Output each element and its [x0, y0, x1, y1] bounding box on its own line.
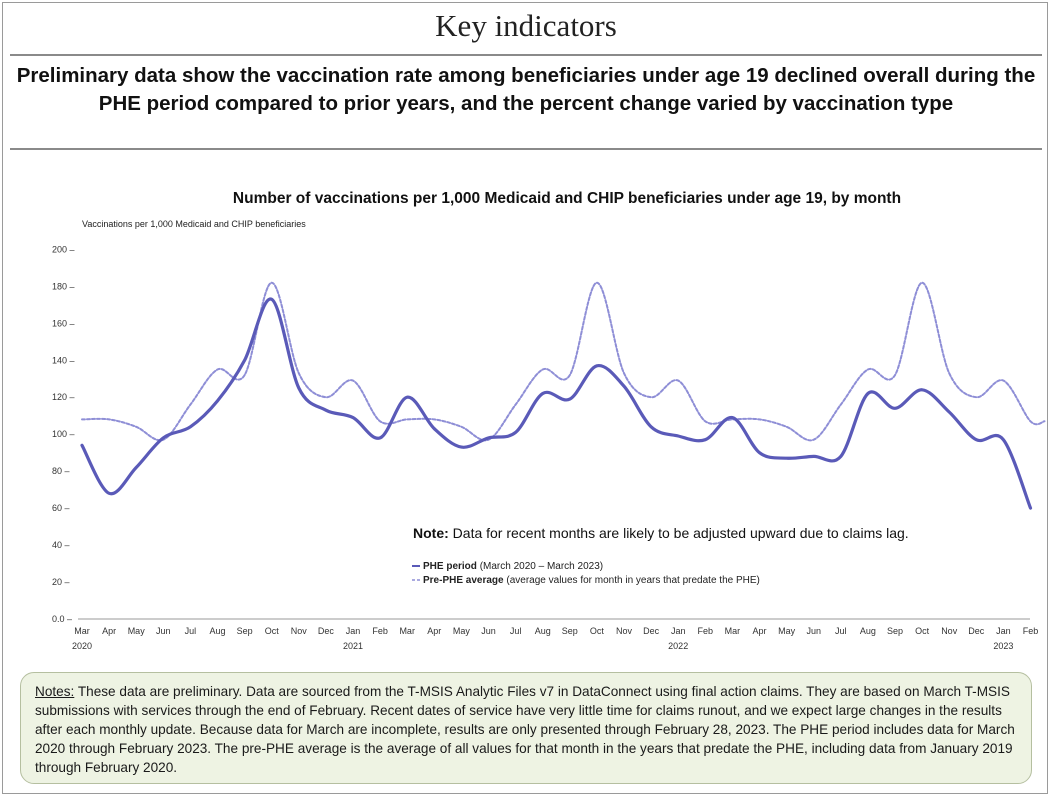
x-tick-label: Jul [185, 626, 197, 636]
series-layer [80, 281, 1046, 510]
x-tick-label: May [453, 626, 471, 636]
x-tick-label: May [128, 626, 146, 636]
x-tick-label: Dec [968, 626, 985, 636]
x-tick-label: Jan [671, 626, 686, 636]
notes-box: Notes: These data are preliminary. Data … [20, 672, 1032, 784]
x-tick-label: Aug [209, 626, 225, 636]
x-tick-label: Jan [346, 626, 361, 636]
y-tick-label: 0.0 – [52, 614, 72, 624]
x-tick-label: Jan [996, 626, 1011, 636]
y-axis: 0.0 – 20 – 40 – 60 – 80 – 100 – 120 – 140 – 160 … [52, 244, 75, 624]
y-tick-label: 80 – [52, 466, 70, 476]
headline: Preliminary data show the vaccination ra… [16, 64, 1036, 115]
annotation-bold: Note: [413, 525, 449, 541]
y-tick-label: 140 – [52, 355, 75, 365]
x-tick-label: Sep [562, 626, 578, 636]
y-tick-label: 160 – [52, 318, 75, 328]
x-year-label: 2023 [993, 641, 1013, 651]
y-tick-label: 20 – [52, 577, 70, 587]
chart-annotation: Note: Data for recent months are likely … [413, 525, 909, 541]
x-tick-label: Nov [616, 626, 633, 636]
x-tick-label: Aug [860, 626, 876, 636]
notes-label: Notes: [35, 684, 75, 699]
series-line-phe-period [80, 297, 1033, 510]
headline-divider [10, 148, 1042, 150]
x-tick-label: Jun [806, 626, 821, 636]
legend-entry: Pre-PHE average (average values for mont… [423, 575, 760, 586]
x-tick-label: Jun [156, 626, 171, 636]
x-tick-label: Aug [535, 626, 551, 636]
x-tick-label: Oct [590, 626, 605, 636]
line-chart: Number of vaccinations per 1,000 Medicai… [52, 190, 1046, 651]
x-year-label: 2020 [72, 641, 92, 651]
x-year-label: 2022 [668, 641, 688, 651]
x-tick-label: Sep [237, 626, 253, 636]
title-divider [10, 54, 1042, 56]
slide-title: Key indicators [435, 8, 617, 43]
series-line-pre-phe-average [81, 281, 1046, 442]
x-tick-label: Apr [102, 626, 116, 636]
x-tick-label: Mar [725, 626, 741, 636]
x-tick-label: Jul [835, 626, 847, 636]
x-tick-label: Apr [752, 626, 766, 636]
legend-entry: PHE period (March 2020 – March 2023) [423, 561, 603, 572]
chart-legend: PHE period (March 2020 – March 2023) Pre-… [412, 561, 760, 586]
x-tick-label: Dec [318, 626, 335, 636]
x-tick-label: Oct [915, 626, 930, 636]
y-tick-label: 100 – [52, 429, 75, 439]
x-tick-label: Jun [481, 626, 496, 636]
y-tick-label: 180 – [52, 281, 75, 291]
y-axis-label: Vaccinations per 1,000 Medicaid and CHIP… [82, 219, 306, 229]
x-tick-label: May [778, 626, 796, 636]
x-tick-label: Mar [399, 626, 415, 636]
y-tick-label: 40 – [52, 540, 70, 550]
x-tick-label: Oct [265, 626, 280, 636]
legend-series-detail: (average values for month in years that … [506, 575, 759, 586]
y-tick-label: 60 – [52, 503, 70, 513]
legend-series-name: Pre-PHE average [423, 575, 506, 586]
legend-series-detail: (March 2020 – March 2023) [480, 561, 603, 572]
x-year-label: 2021 [343, 641, 363, 651]
x-tick-label: Feb [698, 626, 714, 636]
chart-title: Number of vaccinations per 1,000 Medicai… [233, 190, 901, 207]
x-tick-label: Sep [887, 626, 903, 636]
y-tick-label: 120 – [52, 392, 75, 402]
x-tick-label: Apr [427, 626, 441, 636]
x-tick-label: Mar [74, 626, 90, 636]
x-tick-label: Jul [510, 626, 522, 636]
x-tick-label: Nov [291, 626, 308, 636]
y-tick-label: 200 – [52, 244, 75, 254]
x-tick-label: Feb [372, 626, 388, 636]
x-axis: Mar Apr May Jun Jul Aug Sep Oct Nov Dec Jan Feb Mar A… [72, 618, 1039, 651]
x-tick-label: Dec [643, 626, 660, 636]
notes-text: These data are preliminary. Data are sou… [35, 684, 1015, 775]
annotation-text: Data for recent months are likely to be … [449, 525, 909, 541]
x-tick-label: Feb [1023, 626, 1039, 636]
x-tick-label: Nov [941, 626, 958, 636]
legend-series-name: PHE period [423, 561, 480, 572]
